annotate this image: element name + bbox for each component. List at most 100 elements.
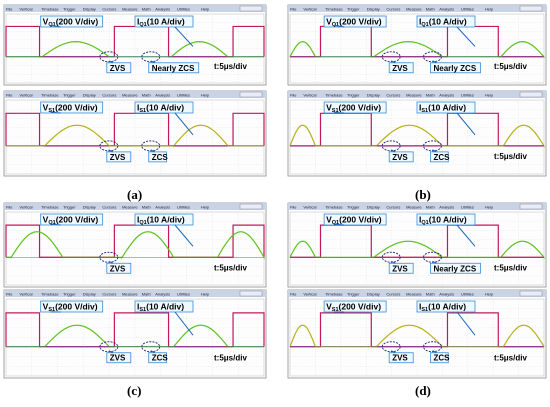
menu-item-display[interactable]: Display [83, 93, 96, 98]
autoscale-button[interactable] [520, 291, 542, 296]
menu-item-cursors[interactable]: Cursors [102, 93, 116, 98]
menu-item-trigger[interactable]: Trigger [63, 292, 76, 297]
menu-item-file[interactable]: File [6, 93, 13, 98]
autoscale-button[interactable] [240, 291, 262, 296]
menu-item-help[interactable]: Help [485, 205, 494, 210]
menu-item-cursors[interactable]: Cursors [102, 7, 116, 12]
menu-item-utilities[interactable]: Utilities [177, 7, 190, 12]
menu-item-file[interactable]: File [6, 205, 13, 210]
menu-item-measure[interactable]: Measure [406, 205, 422, 210]
menu-item-utilities[interactable]: Utilities [461, 93, 474, 98]
menu-item-trigger[interactable]: Trigger [347, 93, 360, 98]
menu-item-display[interactable]: Display [367, 7, 380, 12]
menu-item-cursors[interactable]: Cursors [386, 7, 400, 12]
menu-item-display[interactable]: Display [367, 292, 380, 297]
menu-item-help[interactable]: Help [201, 93, 210, 98]
menu-item-measure[interactable]: Measure [122, 292, 138, 297]
menu-item-vertical[interactable]: Vertical [303, 292, 316, 297]
menu-item-help[interactable]: Help [485, 292, 494, 297]
menu-item-file[interactable]: File [6, 292, 13, 297]
menu-item-analysis[interactable]: Analysis [155, 7, 170, 12]
menu-item-file[interactable]: File [290, 205, 297, 210]
caption-a: (a) [127, 187, 142, 203]
menu-item-timebase[interactable]: Timebase [325, 205, 343, 210]
menu-item-cursors[interactable]: Cursors [102, 205, 116, 210]
autoscale-button[interactable] [520, 92, 542, 97]
menu-item-cursors[interactable]: Cursors [102, 292, 116, 297]
menu-item-timebase[interactable]: Timebase [41, 93, 59, 98]
menu-item-math[interactable]: Math [426, 205, 435, 210]
menu-item-analysis[interactable]: Analysis [155, 93, 170, 98]
menu-item-file[interactable]: File [290, 7, 297, 12]
menu-item-help[interactable]: Help [201, 205, 210, 210]
menu-item-analysis[interactable]: Analysis [155, 292, 170, 297]
menu-item-vertical[interactable]: Vertical [19, 205, 32, 210]
menu-item-utilities[interactable]: Utilities [177, 93, 190, 98]
menu-item-vertical[interactable]: Vertical [303, 205, 316, 210]
menu-item-timebase[interactable]: Timebase [325, 7, 343, 12]
caption-c: (c) [127, 383, 141, 399]
menu-item-help[interactable]: Help [485, 93, 494, 98]
menu-item-file[interactable]: File [290, 292, 297, 297]
menu-item-utilities[interactable]: Utilities [461, 7, 474, 12]
autoscale-button[interactable] [240, 204, 262, 209]
menu-item-utilities[interactable]: Utilities [461, 292, 474, 297]
menu-item-trigger[interactable]: Trigger [347, 7, 360, 12]
menu-item-measure[interactable]: Measure [406, 292, 422, 297]
menu-item-trigger[interactable]: Trigger [347, 205, 360, 210]
menu-item-help[interactable]: Help [485, 7, 494, 12]
menu-item-cursors[interactable]: Cursors [386, 93, 400, 98]
menu-item-vertical[interactable]: Vertical [303, 7, 316, 12]
menu-item-file[interactable]: File [290, 93, 297, 98]
menu-item-display[interactable]: Display [83, 292, 96, 297]
menu-item-measure[interactable]: Measure [122, 93, 138, 98]
menu-item-analysis[interactable]: Analysis [439, 205, 454, 210]
menu-item-trigger[interactable]: Trigger [63, 205, 76, 210]
menu-item-timebase[interactable]: Timebase [325, 292, 343, 297]
timebase-label: t:5μs/div [494, 152, 527, 161]
menu-item-display[interactable]: Display [367, 205, 380, 210]
menu-item-trigger[interactable]: Trigger [63, 93, 76, 98]
menu-item-vertical[interactable]: Vertical [19, 93, 32, 98]
menu-item-utilities[interactable]: Utilities [177, 292, 190, 297]
menu-item-vertical[interactable]: Vertical [19, 7, 32, 12]
menu-item-measure[interactable]: Measure [122, 7, 138, 12]
menu-item-math[interactable]: Math [142, 93, 151, 98]
menu-item-vertical[interactable]: Vertical [303, 93, 316, 98]
menu-item-analysis[interactable]: Analysis [439, 292, 454, 297]
menu-item-math[interactable]: Math [426, 292, 435, 297]
menu-item-cursors[interactable]: Cursors [386, 292, 400, 297]
menu-item-utilities[interactable]: Utilities [461, 205, 474, 210]
menu-item-help[interactable]: Help [201, 292, 210, 297]
menu-item-timebase[interactable]: Timebase [41, 205, 59, 210]
menu-item-help[interactable]: Help [201, 7, 210, 12]
menu-item-cursors[interactable]: Cursors [386, 205, 400, 210]
menu-item-math[interactable]: Math [142, 292, 151, 297]
autoscale-button[interactable] [240, 6, 262, 11]
menu-item-trigger[interactable]: Trigger [63, 7, 76, 12]
menu-item-math[interactable]: Math [426, 93, 435, 98]
caption-b: (b) [415, 187, 431, 203]
autoscale-button[interactable] [520, 204, 542, 209]
autoscale-button[interactable] [520, 6, 542, 11]
menu-item-analysis[interactable]: Analysis [155, 205, 170, 210]
menu-item-measure[interactable]: Measure [406, 93, 422, 98]
menu-item-vertical[interactable]: Vertical [19, 292, 32, 297]
menu-item-measure[interactable]: Measure [406, 7, 422, 12]
menu-item-math[interactable]: Math [142, 7, 151, 12]
menu-item-display[interactable]: Display [83, 205, 96, 210]
menu-item-math[interactable]: Math [426, 7, 435, 12]
menu-item-utilities[interactable]: Utilities [177, 205, 190, 210]
menu-item-trigger[interactable]: Trigger [347, 292, 360, 297]
menu-item-analysis[interactable]: Analysis [439, 93, 454, 98]
menu-item-file[interactable]: File [6, 7, 13, 12]
menu-item-display[interactable]: Display [367, 93, 380, 98]
menu-item-analysis[interactable]: Analysis [439, 7, 454, 12]
menu-item-math[interactable]: Math [142, 205, 151, 210]
menu-item-measure[interactable]: Measure [122, 205, 138, 210]
menu-item-timebase[interactable]: Timebase [41, 292, 59, 297]
menu-item-timebase[interactable]: Timebase [325, 93, 343, 98]
menu-item-timebase[interactable]: Timebase [41, 7, 59, 12]
menu-item-display[interactable]: Display [83, 7, 96, 12]
autoscale-button[interactable] [240, 92, 262, 97]
